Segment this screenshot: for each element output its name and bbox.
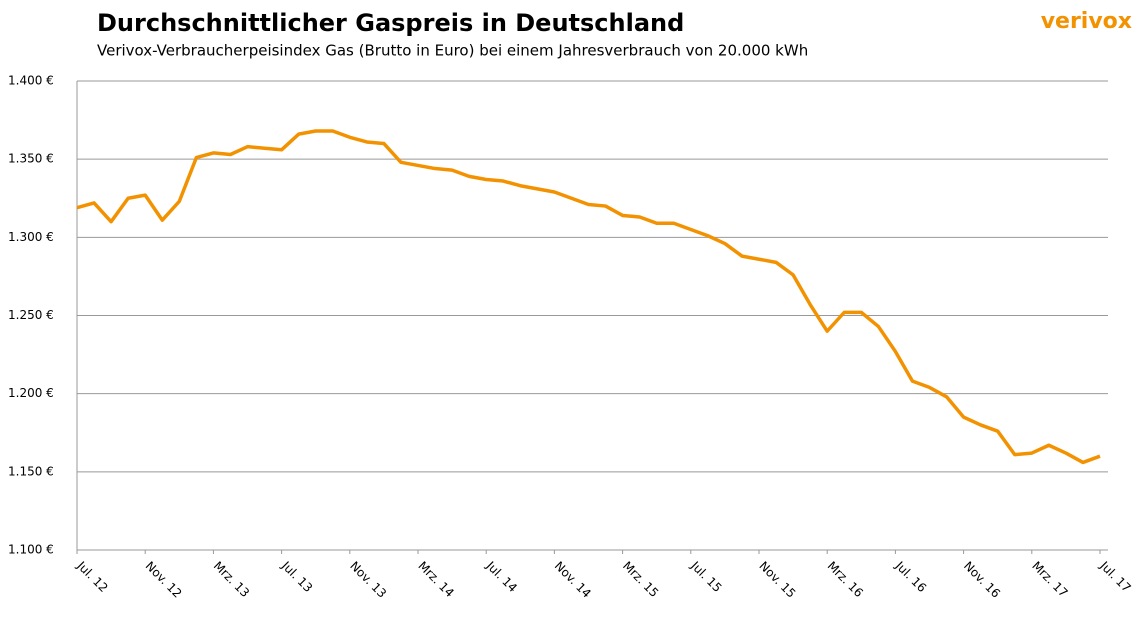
x-tick-label: Nov. 12 xyxy=(143,559,185,601)
x-tick-label: Nov. 15 xyxy=(756,559,798,601)
chart-subtitle: Verivox-Verbraucherpeisindex Gas (Brutto… xyxy=(97,42,808,60)
y-tick-label: 1.300 € xyxy=(8,230,54,244)
x-tick-label: Mrz. 16 xyxy=(825,559,866,600)
x-tick-label: Jul. 14 xyxy=(483,558,520,595)
x-tick-label: Mrz. 17 xyxy=(1029,559,1070,600)
x-tick-label: Mrz. 14 xyxy=(415,559,456,600)
x-tick-label: Mrz. 13 xyxy=(211,559,252,600)
y-tick-label: 1.100 € xyxy=(8,543,54,557)
x-tick-label: Mrz. 15 xyxy=(620,559,661,600)
y-tick-label: 1.400 € xyxy=(8,74,54,88)
x-tick-label: Nov. 14 xyxy=(552,559,594,601)
x-tick-label: Nov. 16 xyxy=(961,559,1003,601)
x-tick-label: Jul. 12 xyxy=(74,558,111,595)
line xyxy=(76,129,1101,465)
y-tick-label: 1.250 € xyxy=(8,308,54,322)
x-tick-label: Jul. 13 xyxy=(278,558,315,595)
logo: verivox xyxy=(1041,9,1132,34)
y-tick-label: 1.350 € xyxy=(8,152,54,166)
y-tick-label: 1.200 € xyxy=(8,386,54,400)
chart-title: Durchschnittlicher Gaspreis in Deutschla… xyxy=(97,9,684,37)
x-tick-label: Jul. 16 xyxy=(892,558,929,595)
y-tick-label: 1.150 € xyxy=(8,464,54,478)
x-tick-label: Jul. 17 xyxy=(1097,558,1134,595)
x-tick-label: Jul. 15 xyxy=(687,558,724,595)
x-tick-label: Nov. 13 xyxy=(347,559,389,601)
